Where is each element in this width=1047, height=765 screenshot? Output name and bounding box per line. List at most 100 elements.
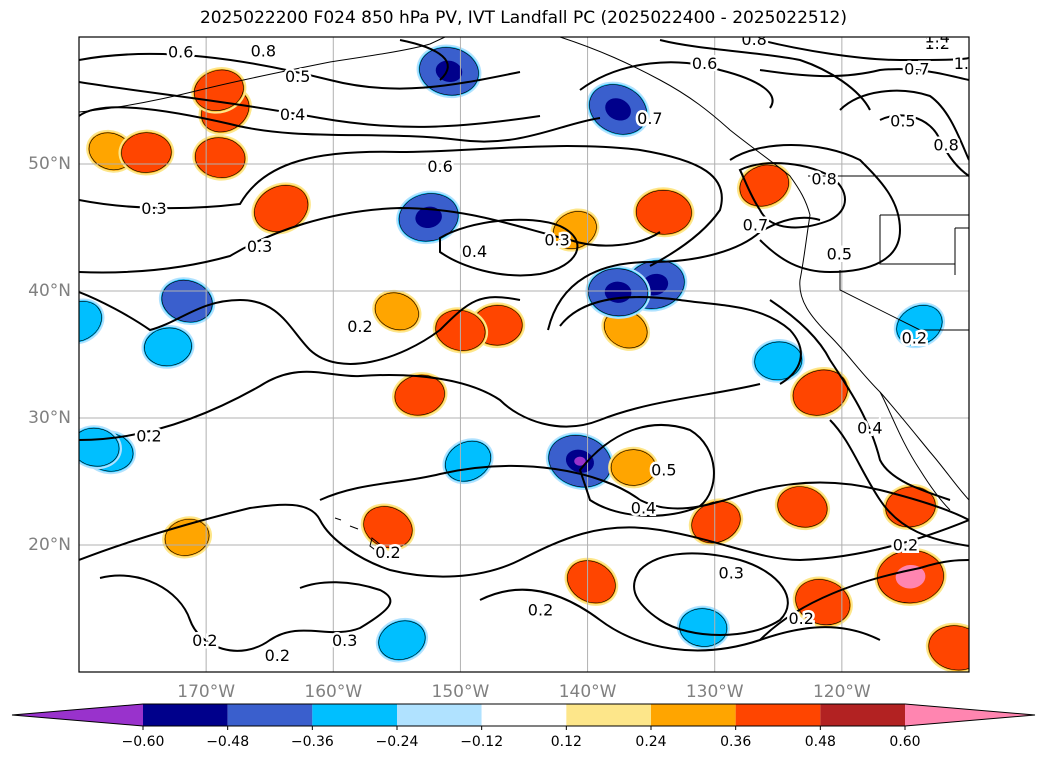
colorbar-tick-label: −0.24 — [376, 734, 419, 750]
pv-anomaly-blob — [736, 162, 792, 210]
lon-tick-label: 160°W — [304, 682, 362, 702]
colorbar-bin — [227, 704, 313, 726]
contour-line — [319, 465, 969, 521]
contour-label: 0.2 — [893, 536, 918, 555]
lon-tick-label: 140°W — [559, 682, 617, 702]
contour-label: 0.3 — [544, 231, 569, 250]
colorbar-tick-label: 0.24 — [635, 734, 666, 750]
colorbar-tick-label: 0.60 — [889, 734, 920, 750]
contour-label: 0.2 — [347, 317, 372, 336]
contour-line — [879, 114, 969, 177]
contour-line — [79, 291, 521, 365]
colorbar-tick-label: −0.48 — [206, 734, 249, 750]
contour-label: 0.8 — [741, 30, 766, 49]
contour-line — [633, 552, 789, 636]
contour-line — [99, 574, 392, 652]
lat-tick-label: 40°N — [28, 281, 71, 301]
contour-label: 0.5 — [890, 111, 915, 130]
contour-line — [79, 81, 541, 128]
pv-anomaly-blob — [608, 446, 659, 489]
contour-label: 0.8 — [251, 41, 276, 60]
contour-line — [769, 299, 951, 501]
colorbar-tick-label: 0.12 — [551, 734, 582, 750]
coastline-gulf-of-alaska — [559, 37, 811, 216]
contour-labels: 0.6 0.8 0.5 0.4 0.6 0.3 0.3 0.4 0.3 0.6 0.7 0.8 0.7 0… — [134, 28, 979, 667]
contour-line — [79, 206, 661, 274]
colorbar-tick-label: 0.36 — [720, 734, 751, 750]
hawaii-islands — [334, 517, 383, 553]
pv-anomaly-blob — [893, 302, 946, 349]
pv-anomaly-blob — [633, 187, 695, 238]
contour-label: 0.8 — [933, 135, 958, 154]
pv-shading — [79, 44, 969, 672]
contour-label: 1.0 — [954, 54, 979, 73]
colorbar-bin — [651, 704, 736, 726]
contour-label: 1.2 — [924, 34, 949, 53]
graticule — [79, 37, 969, 672]
contour-label: 0.8 — [811, 170, 836, 189]
contour-line — [79, 106, 601, 143]
lat-tick-label: 20°N — [28, 535, 71, 555]
contour-label: 0.5 — [651, 461, 676, 480]
colorbar-bin — [312, 704, 397, 726]
pv-anomaly-blob — [545, 432, 615, 490]
lat-tick-label: 50°N — [28, 154, 71, 174]
contour-label: 0.6 — [168, 43, 193, 62]
contour-line — [79, 503, 969, 578]
pv-anomaly-blob — [375, 617, 429, 663]
contour-line — [399, 39, 449, 81]
colorbar-bin — [143, 704, 228, 726]
colorbar-tick-label: −0.36 — [291, 734, 334, 750]
contour-label: 0.2 — [265, 646, 290, 665]
contour-label: 0.2 — [192, 631, 217, 650]
pv-anomaly-blob — [751, 338, 805, 383]
border-states-2 — [879, 215, 955, 265]
contour-label: 0.3 — [141, 199, 166, 218]
contour-line — [829, 419, 969, 547]
contour-label: 0.6 — [427, 157, 452, 176]
contour-line — [479, 588, 881, 652]
contour-label: 0.4 — [462, 242, 487, 261]
pv-anomaly-blob — [585, 265, 651, 319]
colorbar-tick-label: −0.12 — [460, 734, 503, 750]
contour-label: 1.4 — [924, 28, 949, 47]
contour-label: 0.2 — [902, 328, 927, 347]
contour-label: 0.5 — [285, 67, 310, 86]
ivt-contours — [79, 39, 969, 652]
lat-tick-label: 30°N — [28, 408, 71, 428]
colorbar-bin — [735, 704, 821, 726]
chart-title: 2025022200 F024 850 hPa PV, IVT Landfall… — [199, 8, 847, 28]
coastline-westcoast — [799, 214, 969, 501]
contour-line — [79, 370, 761, 441]
contour-line — [659, 39, 871, 111]
colorbar-bin — [397, 704, 482, 726]
colorbar-tick-label: 0.48 — [805, 734, 836, 750]
contour-line — [559, 296, 802, 385]
contour-line — [839, 89, 969, 161]
contour-line — [729, 144, 902, 274]
contour-line — [578, 424, 715, 517]
contour-label: 0.6 — [692, 54, 717, 73]
coastline-alaska — [79, 37, 446, 113]
contour-line — [759, 39, 969, 62]
contour-label: 0.7 — [637, 109, 662, 128]
pv-anomaly-blob — [442, 438, 494, 485]
contour-label: 0.7 — [743, 215, 768, 234]
pv-anomaly-blob — [391, 372, 448, 419]
contour-line — [579, 61, 774, 109]
colorbar-extend-low — [12, 704, 143, 726]
contour-label: 0.7 — [904, 59, 929, 78]
pv-anomaly-blob — [79, 425, 122, 470]
contour-label: 0.2 — [136, 426, 161, 445]
lon-tick-label: 130°W — [686, 682, 744, 702]
contour-line — [738, 162, 846, 229]
pv-anomaly-blob — [688, 498, 744, 546]
contour-label: 0.4 — [857, 419, 882, 438]
border-states-4 — [954, 227, 969, 275]
contour-label: 0.3 — [719, 563, 744, 582]
lon-tick-label: 150°W — [432, 682, 490, 702]
latitude-labels: 50°N 40°N 30°N 20°N — [28, 154, 71, 555]
border-states-3 — [839, 270, 969, 331]
coastline-baja — [879, 391, 951, 511]
longitude-labels: 170°W 160°W 150°W 140°W 130°W 120°W — [177, 682, 871, 702]
